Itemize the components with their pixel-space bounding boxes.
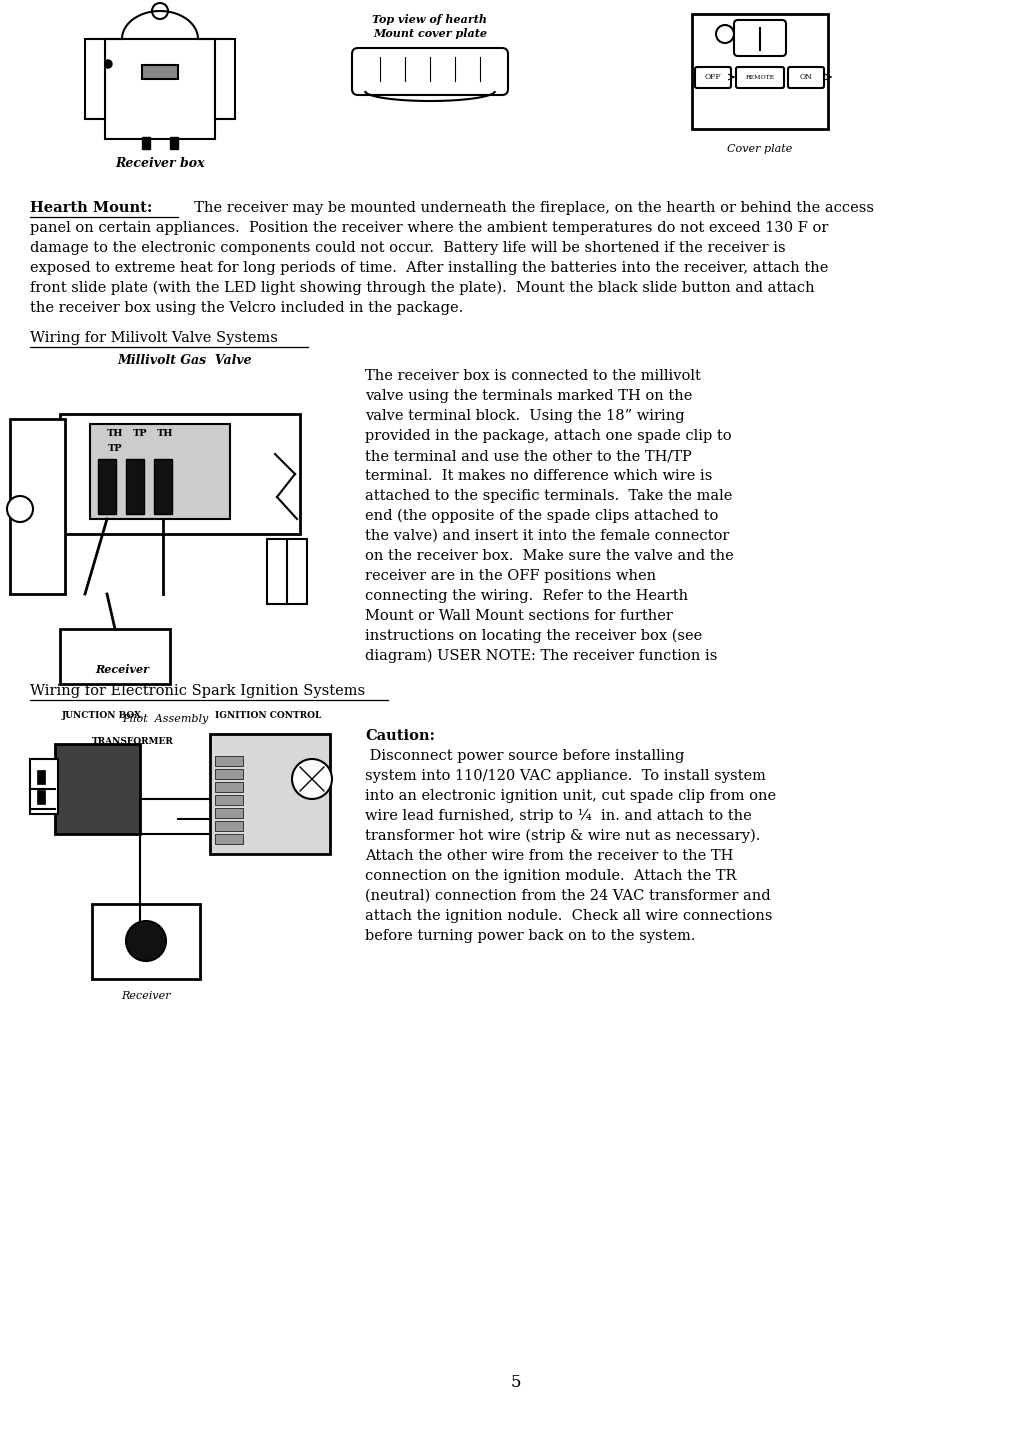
FancyBboxPatch shape <box>98 459 116 514</box>
FancyBboxPatch shape <box>90 424 230 519</box>
FancyBboxPatch shape <box>60 629 170 684</box>
Text: IGNITION CONTROL: IGNITION CONTROL <box>215 712 321 720</box>
Text: Millivolt Gas  Valve: Millivolt Gas Valve <box>118 354 252 367</box>
Text: provided in the package, attach one spade clip to: provided in the package, attach one spad… <box>365 429 731 443</box>
Circle shape <box>152 3 168 19</box>
Text: transformer hot wire (strip & wire nut as necessary).: transformer hot wire (strip & wire nut a… <box>365 829 760 843</box>
Text: Wiring for Milivolt Valve Systems: Wiring for Milivolt Valve Systems <box>30 332 278 344</box>
FancyBboxPatch shape <box>735 67 784 89</box>
Circle shape <box>716 24 734 43</box>
Text: the valve) and insert it into the female connector: the valve) and insert it into the female… <box>365 529 729 543</box>
Text: Attach the other wire from the receiver to the TH: Attach the other wire from the receiver … <box>365 849 733 863</box>
Text: receiver are in the OFF positions when: receiver are in the OFF positions when <box>365 569 656 583</box>
Text: Wiring for Electronic Spark Ignition Systems: Wiring for Electronic Spark Ignition Sys… <box>30 684 365 697</box>
FancyBboxPatch shape <box>210 735 330 855</box>
Text: the terminal and use the other to the TH/TP: the terminal and use the other to the TH… <box>365 449 692 463</box>
Circle shape <box>126 922 166 960</box>
FancyBboxPatch shape <box>55 745 140 835</box>
Text: on the receiver box.  Make sure the valve and the: on the receiver box. Make sure the valve… <box>365 549 733 563</box>
FancyBboxPatch shape <box>60 414 300 534</box>
Text: end (the opposite of the spade clips attached to: end (the opposite of the spade clips att… <box>365 509 718 523</box>
FancyBboxPatch shape <box>10 419 65 594</box>
Text: Top view of hearth
Mount cover plate: Top view of hearth Mount cover plate <box>373 14 488 39</box>
Text: TP: TP <box>107 444 122 453</box>
FancyBboxPatch shape <box>92 905 200 979</box>
Text: Receiver box: Receiver box <box>116 157 205 170</box>
FancyBboxPatch shape <box>37 790 45 805</box>
Text: (neutral) connection from the 24 VAC transformer and: (neutral) connection from the 24 VAC tra… <box>365 889 771 903</box>
Text: REMOTE: REMOTE <box>746 74 775 80</box>
Text: valve terminal block.  Using the 18” wiring: valve terminal block. Using the 18” wiri… <box>365 409 685 423</box>
Text: diagram) USER NOTE: The receiver function is: diagram) USER NOTE: The receiver functio… <box>365 649 717 663</box>
FancyBboxPatch shape <box>215 835 243 845</box>
Text: Mount or Wall Mount sections for further: Mount or Wall Mount sections for further <box>365 609 672 623</box>
FancyBboxPatch shape <box>352 49 508 94</box>
FancyBboxPatch shape <box>215 769 243 779</box>
Text: valve using the terminals marked TH on the: valve using the terminals marked TH on t… <box>365 389 692 403</box>
FancyBboxPatch shape <box>692 14 828 129</box>
FancyBboxPatch shape <box>215 756 243 766</box>
Text: into an electronic ignition unit, cut spade clip from one: into an electronic ignition unit, cut sp… <box>365 789 776 803</box>
Circle shape <box>104 60 112 69</box>
Text: Cover plate: Cover plate <box>727 144 792 154</box>
Text: the receiver box using the Velcro included in the package.: the receiver box using the Velcro includ… <box>30 302 463 314</box>
FancyBboxPatch shape <box>154 459 173 514</box>
Circle shape <box>7 496 33 522</box>
Text: TH: TH <box>106 429 123 439</box>
Text: front slide plate (with the LED light showing through the plate).  Mount the bla: front slide plate (with the LED light sh… <box>30 282 815 296</box>
FancyBboxPatch shape <box>215 782 243 792</box>
Text: TP: TP <box>132 429 148 439</box>
Text: OFF: OFF <box>705 73 721 81</box>
Text: Caution:: Caution: <box>365 729 435 743</box>
Text: ON: ON <box>800 73 812 81</box>
Text: JUNCTION BOX: JUNCTION BOX <box>62 712 143 720</box>
Text: 5: 5 <box>510 1375 522 1390</box>
FancyBboxPatch shape <box>788 67 824 89</box>
FancyBboxPatch shape <box>734 20 786 56</box>
Text: attached to the specific terminals.  Take the male: attached to the specific terminals. Take… <box>365 489 732 503</box>
FancyBboxPatch shape <box>215 795 243 805</box>
Text: instructions on locating the receiver box (see: instructions on locating the receiver bo… <box>365 629 702 643</box>
Text: The receiver box is connected to the millivolt: The receiver box is connected to the mil… <box>365 369 700 383</box>
FancyBboxPatch shape <box>142 64 178 79</box>
Text: damage to the electronic components could not occur.  Battery life will be short: damage to the electronic components coul… <box>30 242 786 254</box>
FancyBboxPatch shape <box>85 39 105 119</box>
Text: wire lead furnished, strip to ¼  in. and attach to the: wire lead furnished, strip to ¼ in. and … <box>365 809 752 823</box>
FancyBboxPatch shape <box>267 539 307 604</box>
Text: TRANSFORMER: TRANSFORMER <box>92 737 174 746</box>
Text: connection on the ignition module.  Attach the TR: connection on the ignition module. Attac… <box>365 869 737 883</box>
Text: panel on certain appliances.  Position the receiver where the ambient temperatur: panel on certain appliances. Position th… <box>30 221 828 234</box>
Text: system into 110/120 VAC appliance.  To install system: system into 110/120 VAC appliance. To in… <box>365 769 765 783</box>
Text: Receiver: Receiver <box>95 664 149 674</box>
Text: attach the ignition nodule.  Check all wire connections: attach the ignition nodule. Check all wi… <box>365 909 773 923</box>
Text: before turning power back on to the system.: before turning power back on to the syst… <box>365 929 695 943</box>
FancyBboxPatch shape <box>215 822 243 832</box>
FancyBboxPatch shape <box>142 137 150 149</box>
Text: Pilot  Assembly: Pilot Assembly <box>122 714 208 725</box>
Text: Receiver: Receiver <box>121 990 170 1000</box>
Text: The receiver may be mounted underneath the fireplace, on the hearth or behind th: The receiver may be mounted underneath t… <box>185 201 874 214</box>
Text: terminal.  It makes no difference which wire is: terminal. It makes no difference which w… <box>365 469 713 483</box>
FancyBboxPatch shape <box>215 807 243 817</box>
Text: connecting the wiring.  Refer to the Hearth: connecting the wiring. Refer to the Hear… <box>365 589 688 603</box>
FancyBboxPatch shape <box>30 759 58 815</box>
FancyBboxPatch shape <box>126 459 144 514</box>
Text: exposed to extreme heat for long periods of time.  After installing the batterie: exposed to extreme heat for long periods… <box>30 262 828 274</box>
FancyBboxPatch shape <box>170 137 178 149</box>
FancyBboxPatch shape <box>37 770 45 785</box>
Text: TH: TH <box>157 429 174 439</box>
Text: Hearth Mount:: Hearth Mount: <box>30 201 153 214</box>
Circle shape <box>292 759 332 799</box>
FancyBboxPatch shape <box>105 39 215 139</box>
FancyBboxPatch shape <box>215 39 234 119</box>
FancyBboxPatch shape <box>695 67 731 89</box>
Text: Disconnect power source before installing: Disconnect power source before installin… <box>365 749 685 763</box>
